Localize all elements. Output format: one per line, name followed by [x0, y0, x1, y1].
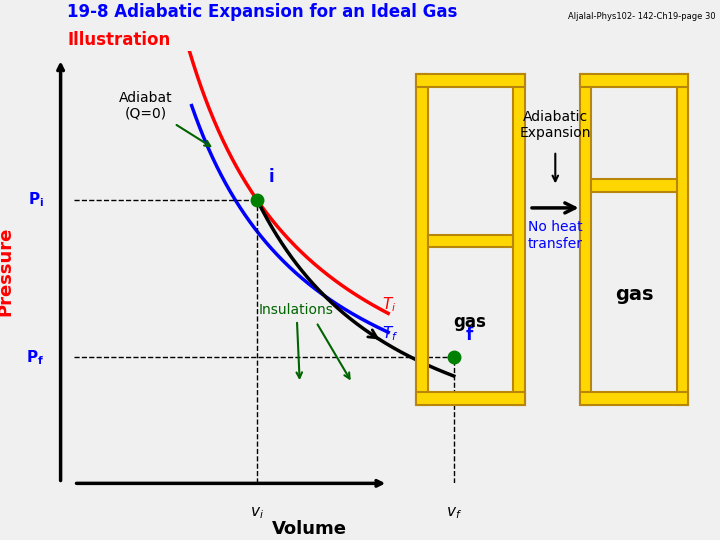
- Text: Illustration: Illustration: [67, 31, 171, 49]
- Bar: [580, 392, 688, 404]
- Bar: [580, 74, 591, 404]
- Text: Volume: Volume: [272, 519, 347, 538]
- Text: gas: gas: [615, 285, 653, 304]
- Bar: [428, 234, 513, 247]
- Text: No heat
transfer: No heat transfer: [528, 220, 582, 251]
- Text: $T_i$: $T_i$: [382, 295, 396, 314]
- Text: $v_f$: $v_f$: [446, 505, 462, 521]
- Bar: [580, 74, 688, 87]
- Bar: [415, 392, 524, 404]
- Text: Insulations: Insulations: [259, 303, 334, 378]
- Text: f: f: [466, 326, 473, 343]
- Text: Adiabatic
Expansion: Adiabatic Expansion: [520, 110, 591, 140]
- Text: Pressure: Pressure: [0, 226, 14, 315]
- Text: $T_f$: $T_f$: [382, 324, 398, 343]
- Bar: [677, 74, 688, 404]
- Text: gas: gas: [454, 313, 487, 331]
- Text: Adiabat
(Q=0): Adiabat (Q=0): [119, 91, 210, 146]
- Text: 19-8 Adiabatic Expansion for an Ideal Gas: 19-8 Adiabatic Expansion for an Ideal Ga…: [67, 3, 457, 21]
- Text: $\mathbf{P_i}$: $\mathbf{P_i}$: [28, 191, 44, 210]
- Text: $\mathbf{P_f}$: $\mathbf{P_f}$: [26, 348, 44, 367]
- Text: Aljalal-Phys102- 142-Ch19-page 30: Aljalal-Phys102- 142-Ch19-page 30: [568, 12, 716, 21]
- Bar: [513, 74, 524, 404]
- Bar: [591, 179, 677, 192]
- Text: i: i: [269, 168, 274, 186]
- Bar: [415, 74, 524, 87]
- Bar: [415, 74, 428, 404]
- Text: $v_i$: $v_i$: [251, 505, 264, 521]
